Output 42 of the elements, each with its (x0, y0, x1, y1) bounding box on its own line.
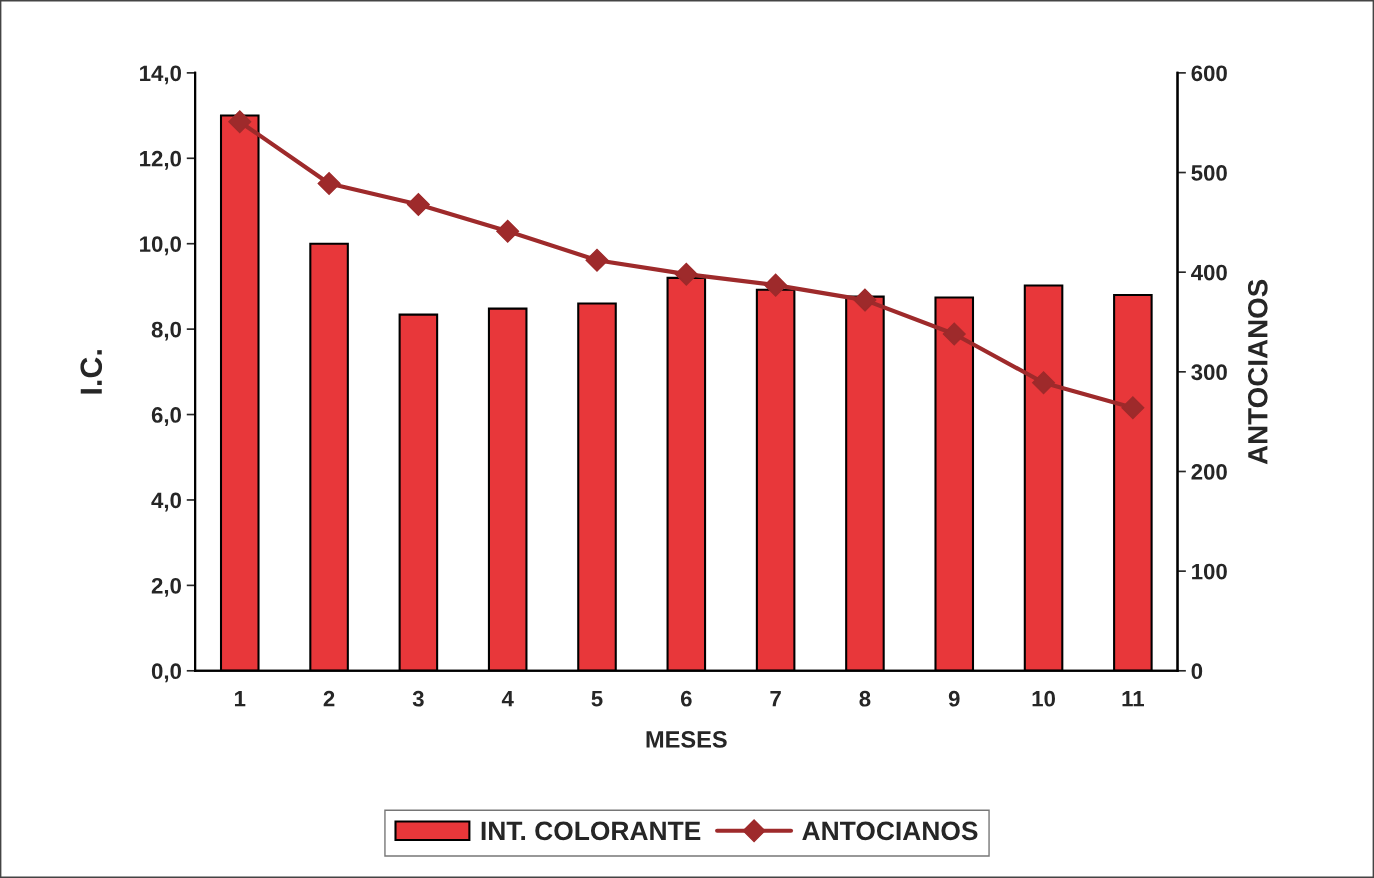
x-tick-label: 8 (859, 690, 871, 707)
x-tick-label: 11 (1122, 691, 1144, 707)
y-tick-label: 0,0 (151, 663, 182, 683)
y-tick-label: 12,0 (140, 150, 182, 170)
x-tick-label: 9 (948, 690, 960, 707)
y-tick-label: 10,0 (140, 236, 182, 256)
y2-tick-label: 0 (1191, 663, 1203, 680)
y2-tick-label: 400 (1191, 264, 1227, 281)
x-tick-label: 5 (591, 691, 603, 707)
y2-tick-label: 200 (1191, 464, 1227, 480)
point (764, 273, 788, 297)
point (942, 322, 966, 346)
point (406, 192, 430, 216)
point (1032, 371, 1056, 395)
point (496, 219, 520, 243)
x-tick-label: 2 (323, 690, 335, 707)
legend-label: ANTOCIANOS (802, 821, 978, 841)
y-tick-label: 2,0 (151, 577, 182, 597)
point (585, 248, 609, 272)
x-tick-label: 6 (680, 690, 692, 707)
y2-tick-label: 600 (1191, 65, 1227, 82)
y-tick-label: 6,0 (151, 407, 182, 427)
point (1121, 396, 1145, 420)
x-tick-label: 1 (234, 691, 246, 707)
y2-tick-label: 300 (1191, 364, 1227, 381)
x-tick-label: 4 (501, 691, 514, 707)
y-tick-label: 4,0 (151, 492, 182, 512)
point (674, 262, 698, 286)
point (853, 288, 877, 312)
y2-tick-label: 500 (1191, 165, 1227, 181)
point (228, 110, 252, 134)
y-tick-label: 8,0 (151, 321, 182, 341)
x-tick-label: 7 (770, 691, 781, 707)
x-tick-label: 3 (412, 690, 424, 707)
point (317, 171, 341, 195)
x-tick-label: 10 (1032, 690, 1055, 707)
x-axis-title: MESES (646, 731, 727, 748)
legend-label: INT. COLORANTE (481, 821, 701, 841)
y2-axis-title: ANTOCIANOS (1247, 279, 1268, 465)
y2-tick-label: 100 (1192, 563, 1227, 580)
y-tick-label: 14,0 (140, 65, 182, 85)
y-axis-title: I.C. (80, 350, 103, 394)
